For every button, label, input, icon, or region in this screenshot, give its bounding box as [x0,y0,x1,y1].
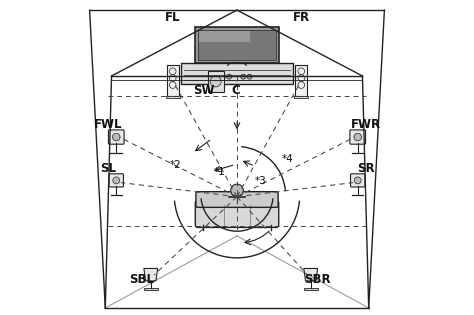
Bar [200,31,250,42]
Bar [304,288,318,290]
Circle shape [220,74,226,79]
Text: *2: *2 [170,160,182,170]
Polygon shape [304,268,318,281]
Bar [165,96,180,98]
Circle shape [227,74,232,79]
Text: C: C [231,83,240,97]
FancyBboxPatch shape [109,174,123,187]
FancyBboxPatch shape [196,192,278,207]
Bar [195,27,279,63]
Text: *1: *1 [214,167,226,177]
FancyBboxPatch shape [195,200,279,227]
Circle shape [210,76,221,87]
Text: FR: FR [293,11,310,25]
Circle shape [231,184,243,197]
Text: FWL: FWL [94,118,123,131]
Bar [144,288,158,290]
Text: *3: *3 [255,176,266,186]
Bar [167,65,179,96]
Text: SBL: SBL [129,273,154,286]
Circle shape [112,133,120,141]
Circle shape [247,74,252,79]
Text: *4: *4 [281,154,293,164]
Circle shape [354,177,361,184]
Bar [294,96,309,98]
Text: FWR: FWR [350,118,381,131]
FancyBboxPatch shape [350,130,365,144]
Circle shape [241,74,246,79]
Text: SBR: SBR [304,273,330,286]
FancyBboxPatch shape [351,174,365,187]
Text: SL: SL [100,162,117,175]
Text: FL: FL [165,11,181,25]
FancyBboxPatch shape [109,130,124,144]
Text: SR: SR [357,162,374,175]
Bar [181,63,293,84]
Bar [295,65,307,96]
Bar [208,71,224,92]
Text: SW: SW [193,83,215,97]
Circle shape [354,133,362,141]
Polygon shape [144,268,158,281]
Bar [198,30,276,60]
Circle shape [113,177,120,184]
